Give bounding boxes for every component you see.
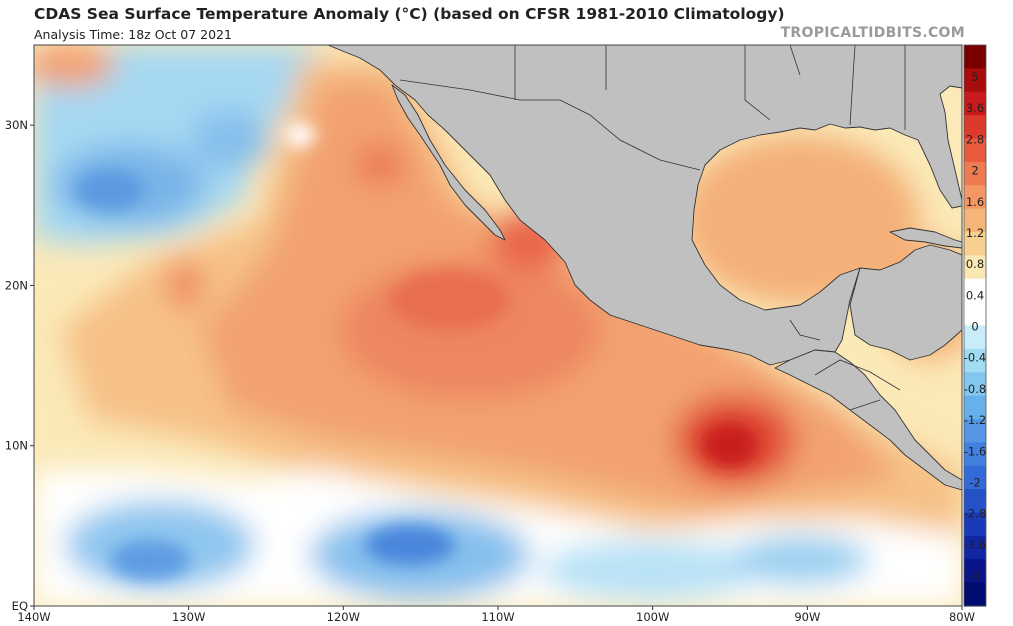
- x-tick-label: 80W: [949, 610, 975, 624]
- mexico-usa-landmass: [327, 45, 962, 366]
- baja-california: [391, 84, 506, 241]
- colorbar-segment: [964, 535, 986, 560]
- colorbar-label: 3.6: [966, 101, 984, 115]
- y-tick-label: EQ: [12, 599, 28, 613]
- y-tick-label: 20N: [5, 278, 28, 292]
- colorbar-label: -0.4: [964, 351, 986, 365]
- colorbar-segment: [964, 68, 986, 93]
- colorbar-label: -2.8: [964, 507, 986, 521]
- latitude-axis: EQ 10N 20N 30N: [5, 118, 34, 613]
- colorbar-segment: [964, 45, 986, 69]
- political-borders: [399, 45, 906, 411]
- analysis-time: Analysis Time: 18z Oct 07 2021: [34, 27, 232, 42]
- colorbar-segment: [964, 115, 986, 140]
- colorbar-segment: [964, 489, 986, 514]
- colorbar-label: 1.2: [966, 226, 984, 240]
- colorbar-frame: [963, 44, 987, 607]
- colorbar-label: 0.4: [966, 288, 984, 302]
- colorbar-segment: [964, 325, 986, 350]
- colorbar-segment: [964, 232, 986, 256]
- map-title: CDAS Sea Surface Temperature Anomaly (°C…: [34, 5, 785, 23]
- brand-watermark: TROPICALTIDBITS.COM: [780, 25, 965, 41]
- colorbar-segment: [964, 395, 986, 420]
- colorbar-label: -3.6: [964, 538, 986, 552]
- colorbar-segment: [964, 185, 986, 210]
- cuba: [889, 227, 962, 249]
- colorbar-segment: [964, 582, 986, 607]
- colorbar-label: -2: [969, 475, 980, 489]
- y-tick-label: 30N: [5, 118, 28, 132]
- x-tick-label: 120W: [327, 610, 360, 624]
- anomaly-colorbar: 5 3.6 2.8 2 1.6 1.2 0.8 0.4 0 -0.4 -0.8 -1.2 -1.6 -2 -…: [963, 44, 987, 607]
- colorbar-segment: [964, 419, 986, 443]
- colorbar-segment: [964, 372, 986, 397]
- central-america: [774, 349, 962, 491]
- colorbar-label: -0.8: [964, 382, 986, 396]
- x-tick-label: 140W: [17, 610, 50, 624]
- x-tick-label: 90W: [794, 610, 820, 624]
- colorbar-label: -1.6: [964, 444, 986, 458]
- colorbar-label: -1.2: [964, 413, 986, 427]
- colorbar-segment: [964, 278, 986, 303]
- longitude-axis: 140W 130W 120W 110W 100W 90W 80W: [17, 606, 975, 624]
- anomaly-detail: [75, 123, 758, 580]
- colorbar-segment: [964, 208, 986, 233]
- colorbar-segment: [964, 442, 986, 467]
- colorbar-label: 2: [971, 164, 978, 178]
- colorbar-segment: [964, 512, 986, 537]
- x-tick-label: 130W: [172, 610, 205, 624]
- colorbar-segment: [964, 91, 986, 116]
- colorbar-label: 0.8: [966, 257, 984, 271]
- colorbar-label: 2.8: [966, 132, 984, 146]
- land-masses: [327, 45, 962, 491]
- colorbar-segment: [964, 559, 986, 584]
- colorbar-label: 0: [971, 320, 978, 334]
- colorbar-label: -5: [969, 569, 980, 583]
- colorbar-label: 5: [971, 70, 978, 84]
- y-tick-label: 10N: [5, 439, 28, 453]
- yucatan-and-caribbean: [849, 244, 962, 361]
- plot-area: [34, 45, 962, 606]
- colorbar-segment: [964, 348, 986, 373]
- x-tick-label: 100W: [636, 610, 669, 624]
- colorbar-segment: [964, 138, 986, 163]
- colorbar-segment: [964, 302, 986, 327]
- x-tick-label: 110W: [481, 610, 514, 624]
- colorbar-segment: [964, 161, 986, 186]
- colorbar-label: 1.6: [966, 195, 984, 209]
- colorbar-segment: [964, 465, 986, 490]
- colorbar-segment: [964, 255, 986, 280]
